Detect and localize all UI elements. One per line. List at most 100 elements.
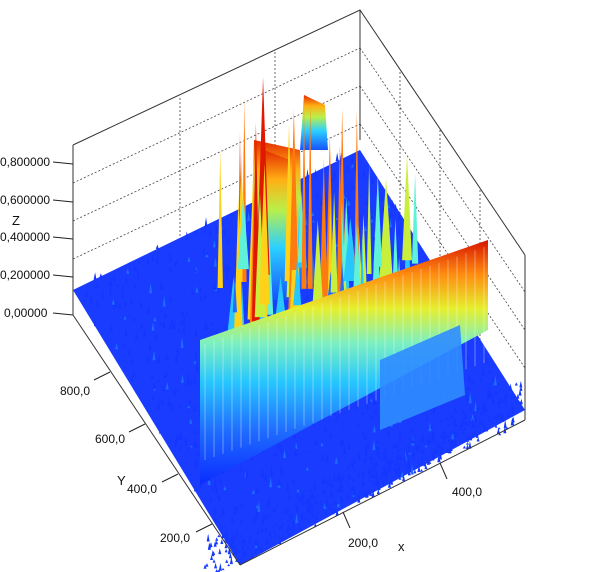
noise-spike <box>286 481 290 491</box>
noise-spike <box>323 502 327 509</box>
front-noise-spike <box>280 520 284 526</box>
noise-spike <box>151 322 155 331</box>
noise-spike <box>279 444 283 453</box>
front-noise-spike <box>253 540 257 544</box>
front-noise-spike <box>363 492 367 495</box>
ridge-stripes <box>204 247 485 460</box>
noise-spike <box>211 322 215 326</box>
front-noise-spike <box>285 525 289 533</box>
x-tick-400: 400,0 <box>452 485 482 499</box>
front-noise-spike <box>368 469 372 478</box>
front-noise-spike <box>405 449 409 456</box>
front-noise-spike <box>358 491 362 495</box>
front-noise-spike <box>328 502 332 510</box>
front-noise-spike <box>383 471 387 478</box>
z-tick-1: 0,200000 <box>0 268 50 282</box>
front-noise-spike <box>224 548 228 553</box>
noise-spike <box>481 367 485 376</box>
front-noise-spike <box>431 435 435 442</box>
noise-spike <box>204 319 208 330</box>
noise-spike <box>204 217 208 228</box>
noise-spike <box>261 516 265 525</box>
noise-spike <box>203 228 207 234</box>
noise-spike <box>256 485 260 493</box>
y-axis: 800,0 600,0 400,0 200,0 Y <box>60 371 213 545</box>
peak-spike <box>307 104 313 289</box>
front-noise-spike <box>259 540 263 544</box>
front-noise-spike <box>413 469 417 474</box>
noise-spike <box>341 439 345 443</box>
front-noise-spike <box>465 444 469 449</box>
front-noise-spike <box>509 394 513 400</box>
front-noise-spike <box>275 503 279 507</box>
front-noise-spike <box>228 552 232 559</box>
noise-spike <box>185 411 189 414</box>
noise-spike <box>449 440 453 451</box>
noise-spike <box>169 399 173 411</box>
front-noise-spike <box>488 413 492 421</box>
front-noise-spike <box>403 454 407 461</box>
noise-spike <box>215 326 219 337</box>
noise-spike <box>134 332 138 340</box>
front-noise-spike <box>288 518 292 522</box>
front-noise-spike <box>215 540 219 545</box>
noise-spike <box>203 291 207 300</box>
front-noise <box>203 380 523 572</box>
front-noise-spike <box>221 532 225 539</box>
noise-spike <box>147 354 151 363</box>
front-noise-spike <box>482 406 486 414</box>
front-noise-spike <box>496 400 500 405</box>
front-noise-spike <box>474 417 478 423</box>
front-noise-spike <box>498 411 502 418</box>
noise-spike <box>363 433 367 440</box>
noise-spike <box>343 443 347 455</box>
noise-spike <box>453 407 457 413</box>
front-noise-spike <box>341 499 345 503</box>
noise-spike <box>147 304 151 314</box>
front-noise-spike <box>479 401 483 404</box>
noise-spike <box>398 477 402 480</box>
front-noise-spike <box>357 469 361 477</box>
front-noise-spike <box>420 460 424 466</box>
noise-spike <box>259 544 263 553</box>
noise-spike <box>412 448 416 458</box>
front-noise-spike <box>332 497 336 505</box>
front-noise-spike <box>447 447 451 454</box>
noise-spike <box>169 439 173 442</box>
noise-spike <box>128 261 132 266</box>
noise-spike <box>351 164 355 168</box>
noise-spike <box>96 298 100 307</box>
front-noise-spike <box>497 427 501 430</box>
z-tick-4: 0,800000 <box>0 155 50 169</box>
peak-spike <box>301 106 307 289</box>
noise-spike <box>274 451 278 457</box>
front-noise-spike <box>242 537 246 543</box>
front-noise-spike <box>331 506 335 515</box>
z-axis: 0,00000 0,200000 0,400000 0,600000 0,800… <box>0 155 74 320</box>
noise-spike <box>222 264 226 272</box>
front-noise-spike <box>398 468 402 477</box>
noise-spike <box>374 405 378 415</box>
noise-spike <box>158 431 162 434</box>
noise-spike <box>403 461 407 466</box>
front-noise-spike <box>372 461 376 469</box>
peak-spike <box>293 257 302 306</box>
noise-spike <box>100 288 104 299</box>
y-tick-600: 600,0 <box>95 432 125 446</box>
noise-spike <box>156 379 160 383</box>
noise-spike <box>497 395 501 405</box>
noise-spike <box>295 493 299 499</box>
noise-spike <box>222 227 226 234</box>
front-noise-spike <box>387 469 391 473</box>
noise-spike <box>292 519 296 528</box>
noise-spike <box>178 405 182 409</box>
noise-spike <box>108 285 112 296</box>
noise-spike <box>215 225 219 233</box>
noise-spike <box>453 438 457 447</box>
noise-spike <box>126 268 130 274</box>
noise-spike <box>121 282 125 294</box>
noise-spike <box>230 513 234 523</box>
noise-spike <box>215 238 219 248</box>
front-noise-spike <box>398 455 402 460</box>
noise-spike <box>109 283 113 287</box>
